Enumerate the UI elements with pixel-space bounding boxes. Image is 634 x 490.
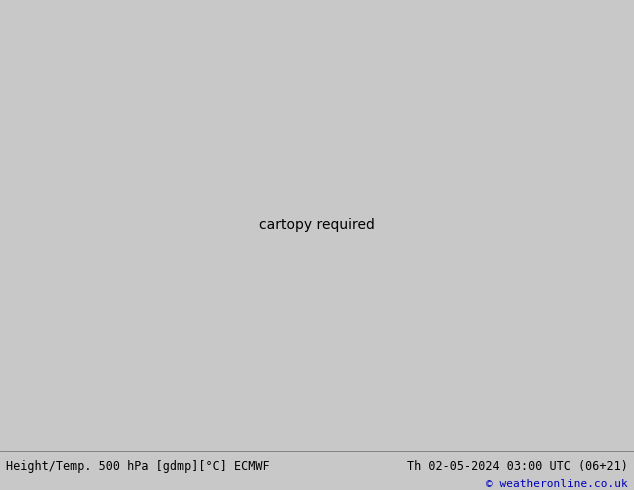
Text: © weatheronline.co.uk: © weatheronline.co.uk <box>486 479 628 489</box>
Text: Th 02-05-2024 03:00 UTC (06+21): Th 02-05-2024 03:00 UTC (06+21) <box>407 460 628 473</box>
Text: cartopy required: cartopy required <box>259 218 375 232</box>
Text: Height/Temp. 500 hPa [gdmp][°C] ECMWF: Height/Temp. 500 hPa [gdmp][°C] ECMWF <box>6 460 270 473</box>
